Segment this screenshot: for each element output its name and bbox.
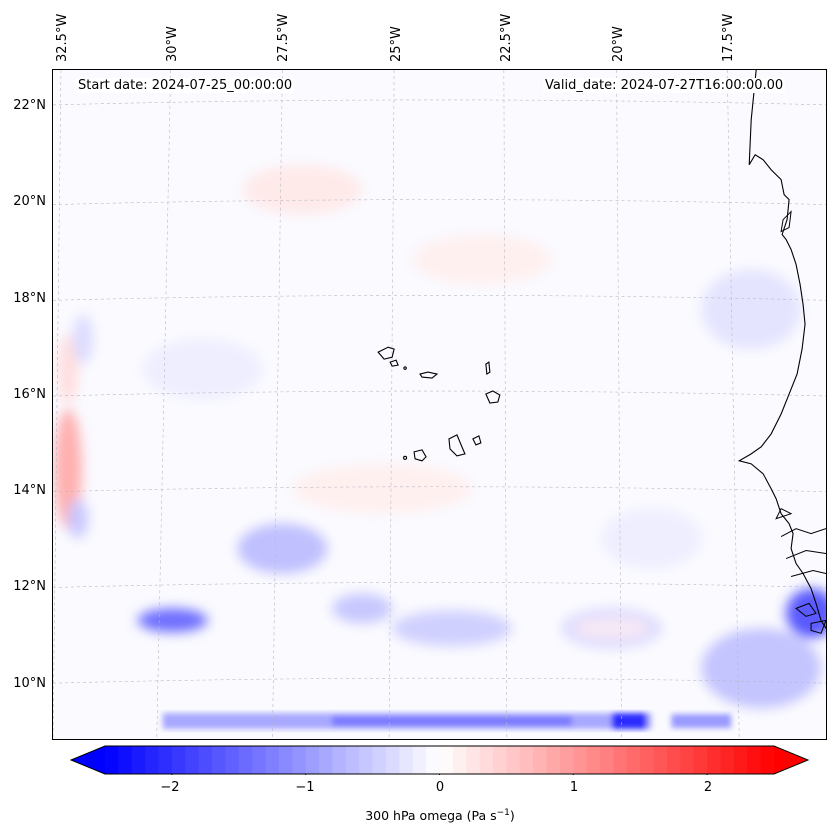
lat-label-14n: 14°N [13, 483, 46, 498]
colorbar-tick-0: 0 [435, 780, 445, 795]
lon-label-17-5w: 17.5°W [721, 13, 736, 62]
colorbar-cell [653, 746, 668, 774]
colorbar-cell [359, 746, 374, 774]
colorbar-tick-neg2: −2 [160, 780, 180, 795]
lon-label-22-5w: 22.5°W [499, 13, 514, 62]
colorbar-cell [412, 746, 427, 774]
colorbar-cell [332, 746, 347, 774]
colorbar-cell [573, 746, 588, 774]
colorbar-cell [466, 746, 481, 774]
colorbar-cell [399, 746, 414, 774]
colorbar-cell [225, 746, 240, 774]
colorbar-cell [693, 746, 708, 774]
lon-label-25w: 25°W [389, 26, 404, 62]
colorbar-cell [586, 746, 601, 774]
colorbar [70, 745, 810, 775]
colorbar-tick-neg1: −1 [295, 780, 315, 795]
colorbar-cell [439, 746, 454, 774]
colorbar-cell [305, 746, 320, 774]
colorbar-cell [426, 746, 441, 774]
omega-contours [53, 164, 826, 709]
colorbar-cell [198, 746, 213, 774]
colorbar-cell [680, 746, 695, 774]
lon-label-20w: 20°W [611, 26, 626, 62]
colorbar-cell [506, 746, 521, 774]
descent-band-south [162, 713, 732, 730]
lat-label-16n: 16°N [13, 387, 46, 402]
colorbar-cell [345, 746, 360, 774]
colorbar-extend-min [71, 746, 105, 774]
colorbar-cell [278, 746, 293, 774]
colorbar-cell [131, 746, 146, 774]
colorbar-extend-max [774, 746, 808, 774]
colorbar-cell [238, 746, 253, 774]
colorbar-cell [720, 746, 735, 774]
colorbar-cell [158, 746, 173, 774]
colorbar-cell [118, 746, 133, 774]
lon-label-27-5w: 27.5°W [276, 13, 291, 62]
colorbar-cell [640, 746, 655, 774]
colorbar-cell [319, 746, 334, 774]
omega-field-map [53, 70, 826, 739]
colorbar-cells [71, 746, 808, 774]
colorbar-label: 300 hPa omega (Pa s−1) [365, 808, 515, 824]
map-panel [52, 69, 827, 740]
colorbar-cell [519, 746, 534, 774]
colorbar-cell [385, 746, 400, 774]
colorbar-cell [493, 746, 507, 774]
colorbar-cell [265, 746, 280, 774]
valid-date-label: Valid_date: 2024-07-27T16:00:00.00 [543, 78, 786, 93]
colorbar-cell [707, 746, 722, 774]
colorbar-cell [533, 746, 548, 774]
colorbar-cell [760, 746, 775, 774]
colorbar-cell [733, 746, 748, 774]
lat-label-22n: 22°N [13, 98, 46, 113]
colorbar-cell [252, 746, 267, 774]
lat-label-10n: 10°N [13, 676, 46, 691]
colorbar-cell [559, 746, 574, 774]
colorbar-cell [212, 746, 227, 774]
colorbar-cell [546, 746, 561, 774]
colorbar-cell [600, 746, 615, 774]
africa-coastline [737, 70, 826, 629]
lat-label-18n: 18°N [13, 291, 46, 306]
colorbar-cell [613, 746, 628, 774]
colorbar-cell [292, 746, 307, 774]
start-date-label: Start date: 2024-07-25_00:00:00 [76, 78, 295, 93]
colorbar-outline [70, 745, 810, 775]
lon-label-32-5w: 32.5°W [55, 13, 70, 62]
colorbar-cell [747, 746, 762, 774]
colorbar-tick-2: 2 [703, 780, 713, 795]
graticule [53, 70, 826, 739]
colorbar-cell [452, 746, 467, 774]
colorbar-cell [185, 746, 200, 774]
ascent-region-west-edge [53, 408, 82, 529]
colorbar-cell [145, 746, 160, 774]
colorbar-cell [171, 746, 186, 774]
lon-label-30w: 30°W [165, 26, 180, 62]
colorbar-cell [626, 746, 641, 774]
colorbar-cell [479, 746, 494, 774]
lat-label-12n: 12°N [13, 579, 46, 594]
lat-label-20n: 20°N [13, 194, 46, 209]
colorbar-cell [372, 746, 387, 774]
cape-verde-islands [377, 346, 501, 462]
colorbar-tick-1: 1 [569, 780, 579, 795]
colorbar-cell [666, 746, 681, 774]
colorbar-cell [105, 746, 119, 774]
